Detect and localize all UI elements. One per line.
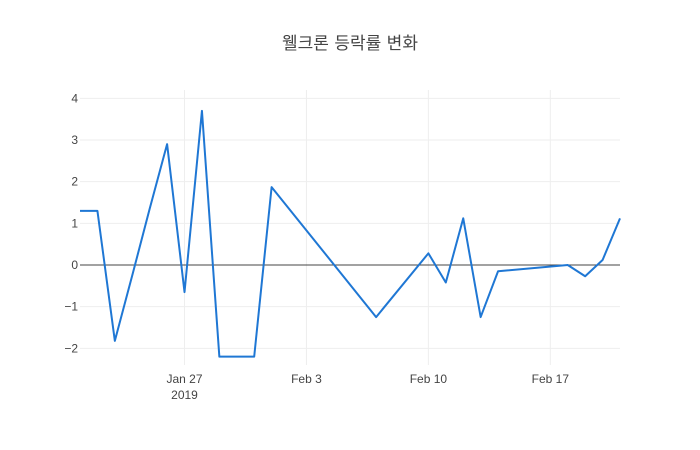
y-tick-label: 0 <box>71 258 78 272</box>
y-tick-label: −1 <box>64 300 78 314</box>
y-tick-label: 4 <box>71 91 78 105</box>
y-tick-label: 1 <box>71 216 78 230</box>
x-tick-label: Feb 10 <box>410 372 448 386</box>
y-tick-label: 3 <box>71 133 78 147</box>
series-line <box>80 109 621 358</box>
x-tick-label: Feb 17 <box>532 372 570 386</box>
x-tick-label: Jan 27 <box>167 372 203 386</box>
grid-layer <box>80 90 620 365</box>
y-tick-label: −2 <box>64 341 78 355</box>
axis-layer: −2 −1 0 1 2 3 4 Jan 27 2019 Feb 3 Feb 10 Feb 17 <box>64 91 620 402</box>
x-tick-label: Feb 3 <box>291 372 322 386</box>
chart-title: 웰크론 등락률 변화 <box>282 34 418 54</box>
y-tick-label: 2 <box>71 175 78 189</box>
x-tick-sublabel: 2019 <box>171 388 198 402</box>
series-layer <box>80 109 621 358</box>
